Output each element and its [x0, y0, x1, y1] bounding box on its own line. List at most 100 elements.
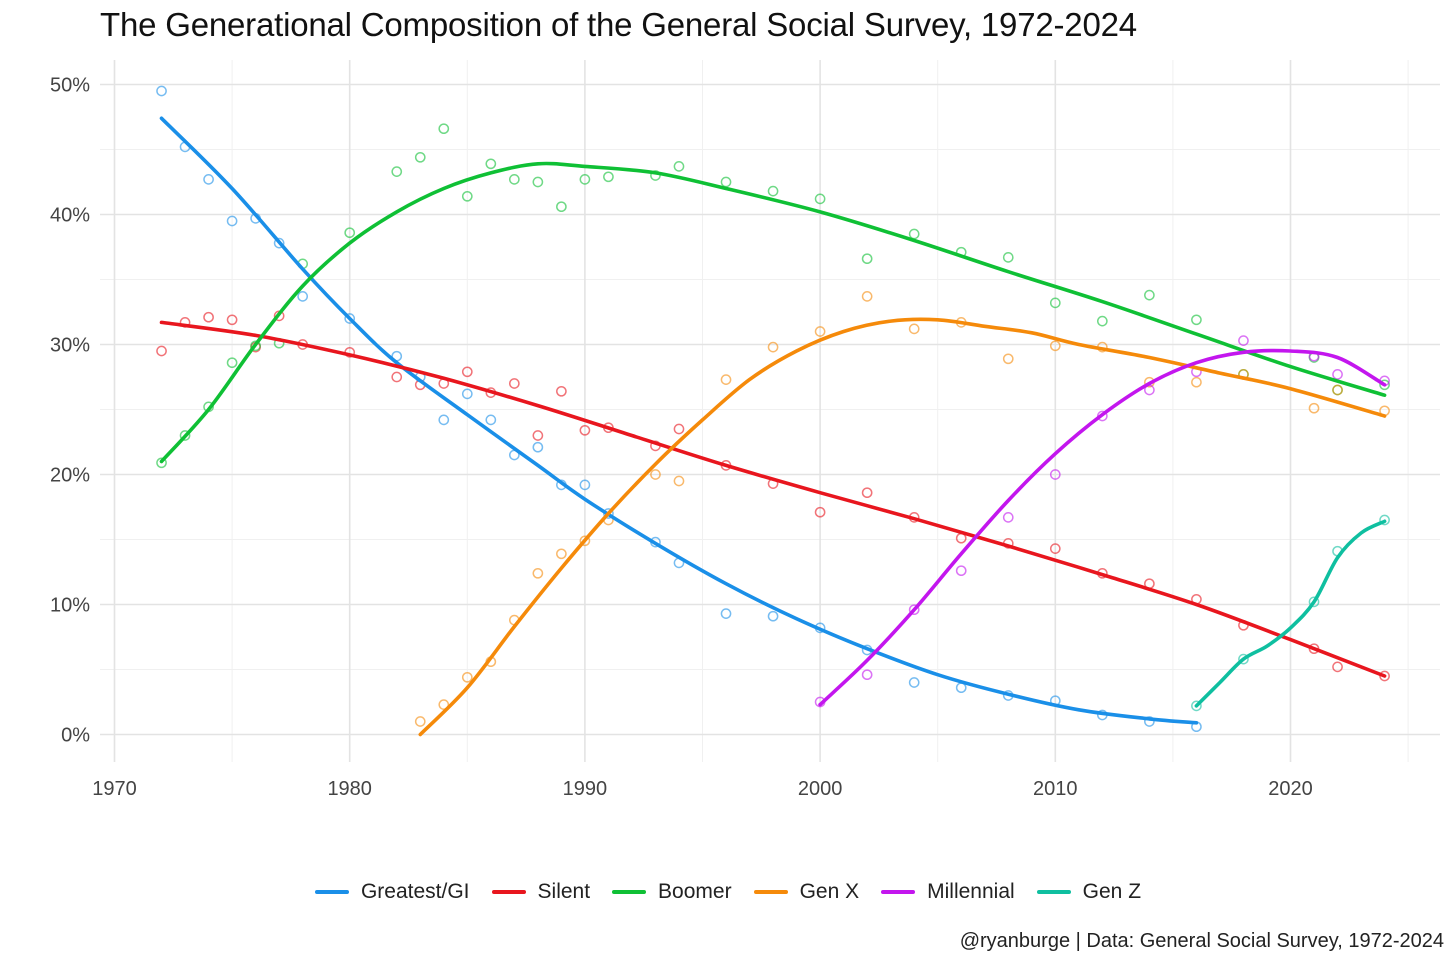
y-tick-label: 10% [50, 595, 90, 617]
legend-label: Millennial [927, 880, 1015, 903]
chart-title: The Generational Composition of the Gene… [100, 6, 1137, 43]
boomer-trend-line [159, 161, 1387, 464]
legend-label: Gen Z [1082, 880, 1142, 903]
boomer-point [650, 170, 661, 181]
minor-gridlines [100, 60, 1440, 762]
y-tick-label: 50% [50, 75, 90, 97]
greatest-gi-point [767, 610, 779, 622]
boomer-point [532, 176, 544, 188]
gen-x-point [1002, 353, 1014, 365]
x-tick-label: 2010 [1033, 778, 1078, 800]
greatest-gi-point [461, 388, 473, 400]
silent-point [508, 378, 520, 389]
legend-item-gen-x: Gen X [753, 880, 860, 904]
boomer-point [767, 185, 779, 197]
millennial-point [908, 604, 920, 616]
legend-key-boomer [612, 890, 647, 894]
gen-x-point [438, 699, 450, 710]
boomer-point [226, 357, 238, 369]
x-tick-label: 1980 [327, 778, 372, 800]
y-tick-label: 30% [50, 335, 90, 357]
silent-point [814, 506, 826, 518]
silent-trend-line [159, 320, 1387, 678]
silent-point [1049, 543, 1061, 554]
boomer-point [438, 123, 450, 135]
boomer-point [156, 457, 167, 469]
silent-point [461, 366, 473, 378]
y-axis-tick-labels: 0% 10% 20% 30% 40% 50% [50, 75, 90, 747]
boomer-point [344, 227, 356, 239]
silent-point [673, 423, 685, 435]
gen-x-point [720, 374, 732, 385]
y-tick-label: 40% [50, 205, 90, 227]
legend-item-boomer: Boomer [612, 880, 732, 904]
legend-key-millennial [881, 890, 916, 894]
silent-point [226, 314, 238, 326]
silent-point [203, 311, 214, 323]
boomer-point [1144, 289, 1155, 301]
boomer-point [579, 174, 591, 185]
gen-x-point [767, 341, 779, 353]
boomer-point [179, 430, 191, 441]
greatest-gi-point [579, 479, 591, 491]
boomer-point [391, 166, 403, 177]
greatest-gi-point [908, 677, 920, 688]
boomer-point [508, 174, 520, 185]
greatest-gi-point [485, 414, 497, 426]
caption: @ryanburge | Data: General Social Survey… [959, 930, 1444, 952]
boomer-point [414, 151, 426, 163]
legend-item-millennial: Millennial [881, 880, 1015, 904]
silent-point [1332, 661, 1343, 673]
gen-z-point [1238, 653, 1249, 665]
greatest-gi-point [344, 313, 356, 324]
gen-x-point [861, 291, 873, 302]
gen-x-point [414, 716, 426, 727]
millennial-trend-line [818, 348, 1387, 707]
boomer-point [556, 201, 567, 213]
boomer-point [908, 228, 920, 240]
legend-key-greatest-gi [314, 890, 349, 894]
boomer-point [814, 193, 826, 205]
gen-x-point [814, 326, 826, 337]
legend-key-silent [491, 890, 526, 894]
silent-point [391, 371, 403, 383]
silent-point [532, 430, 544, 441]
x-tick-label: 2020 [1268, 778, 1313, 800]
boomer-point [1002, 252, 1014, 263]
gen-x-point [579, 535, 591, 547]
greatest-gi-point [203, 174, 214, 185]
boomer-point [485, 158, 497, 170]
y-tick-label: 20% [50, 465, 90, 487]
gen-x-point [461, 671, 473, 683]
legend-label: Boomer [658, 880, 732, 903]
chart-plot: 0% 10% 20% 30% 40% 50% 1970 1980 1990 2000 2010 20… [50, 60, 1440, 800]
greatest-gi-point [438, 414, 450, 426]
silent-point [861, 487, 873, 499]
greatest-gi-point [1144, 716, 1155, 727]
millennial-point [861, 669, 873, 681]
boomer-point [461, 190, 473, 202]
millennial-point [1002, 512, 1014, 523]
gen-z-point [1191, 700, 1202, 712]
boomer-point [1096, 315, 1108, 327]
gen-x-point [1308, 402, 1320, 414]
greatest-gi-point [297, 291, 309, 302]
greatest-gi-point [273, 237, 285, 249]
legend-label: Gen X [799, 880, 860, 903]
greatest-gi-point [226, 215, 238, 227]
silent-point [156, 345, 167, 357]
data-points [156, 85, 1390, 733]
greatest-gi-trend-line [159, 116, 1199, 725]
x-tick-label: 2000 [798, 778, 843, 800]
boomer-point [720, 176, 732, 188]
legend-label: Greatest/GI [360, 880, 470, 903]
boomer-point [861, 253, 873, 265]
x-tick-label: 1990 [563, 778, 608, 800]
millennial-point [1238, 335, 1249, 346]
legend-item-gen-z: Gen Z [1036, 880, 1142, 904]
x-tick-label: 1970 [92, 778, 137, 800]
x-axis-tick-labels: 1970 1980 1990 2000 2010 2020 [92, 778, 1313, 800]
gen-z-point [1379, 514, 1390, 526]
legend-key-gen-z [1036, 890, 1071, 894]
gen-x-point [1049, 340, 1061, 352]
